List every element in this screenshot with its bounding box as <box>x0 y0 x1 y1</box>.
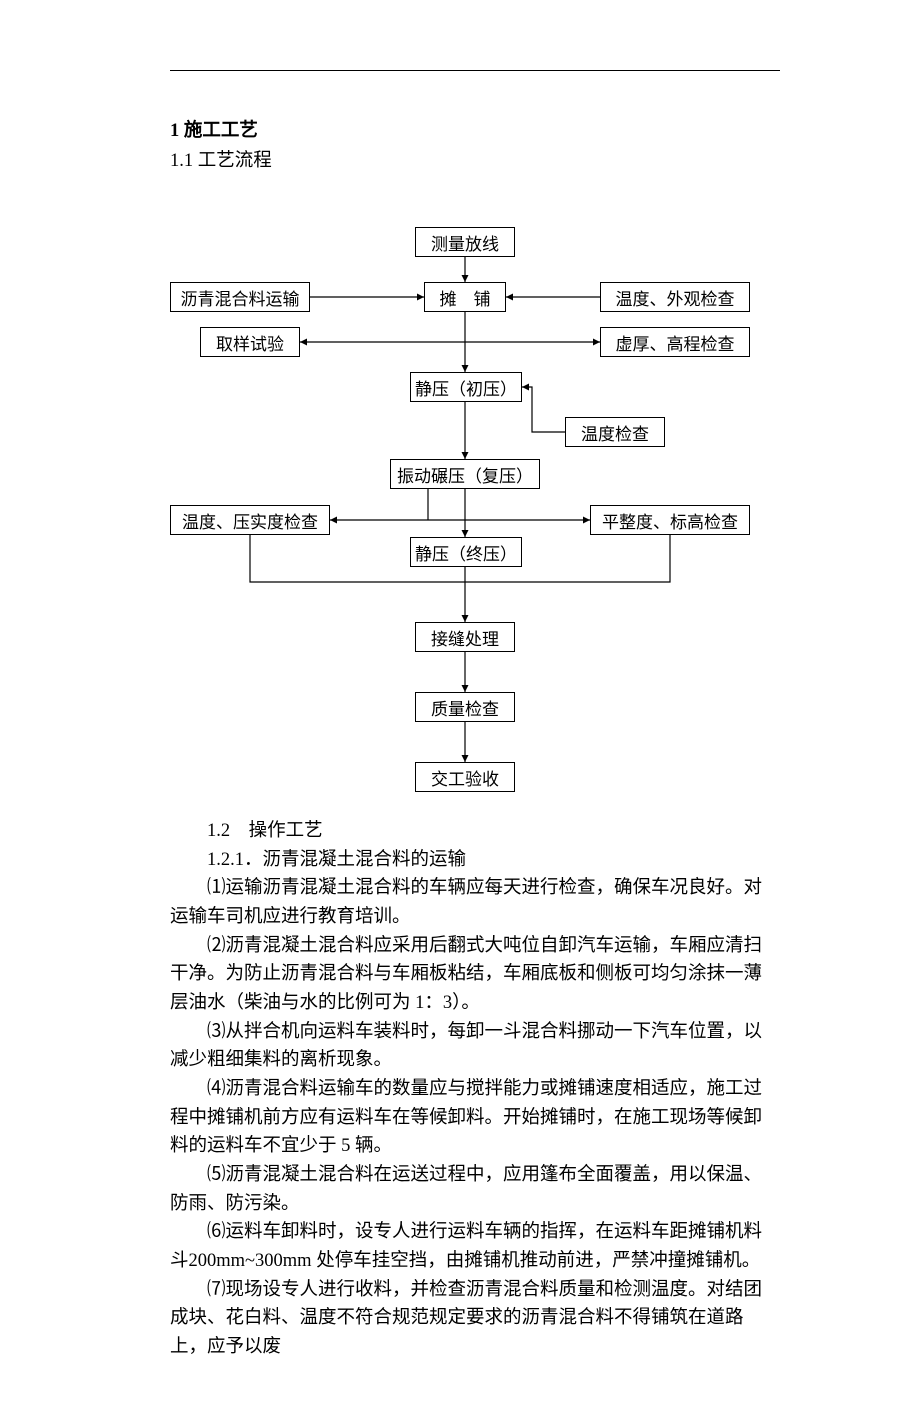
flow-node-measure: 测量放线 <box>415 227 515 257</box>
flow-node-thickness-elev: 虚厚、高程检查 <box>600 327 750 357</box>
heading-1: 1 施工工艺 <box>170 116 780 142</box>
heading-1-2-1: 1.2.1．沥青混凝土混合料的运输 <box>170 846 780 875</box>
flow-node-sample-test: 取样试验 <box>200 327 300 357</box>
paragraph-7: ⑺现场设专人进行收料，并检查沥青混合料质量和检测温度。对结团成块、花白料、温度不… <box>170 1276 780 1362</box>
paragraph-1: ⑴运输沥青混凝土混合料的车辆应每天进行检查，确保车况良好。对运输车司机应进行教育… <box>170 874 780 931</box>
horizontal-rule <box>170 70 780 71</box>
flow-node-vibration-roll: 振动碾压（复压） <box>390 459 540 489</box>
paragraph-3: ⑶从拌合机向运料车装料时，每卸一斗混合料挪动一下汽车位置，以减少粗细集料的离析现… <box>170 1018 780 1075</box>
flow-node-acceptance: 交工验收 <box>415 762 515 792</box>
paragraph-2: ⑵沥青混凝土混合料应采用后翻式大吨位自卸汽车运输，车厢应清扫干净。为防止沥青混合… <box>170 932 780 1018</box>
flow-node-temp-compact: 温度、压实度检查 <box>170 505 330 535</box>
heading-1-1: 1.1 工艺流程 <box>170 146 780 172</box>
flow-node-initial-roll: 静压（初压） <box>410 372 522 402</box>
flow-node-joint: 接缝处理 <box>415 622 515 652</box>
paragraph-6: ⑹运料车卸料时，设专人进行运料车辆的指挥，在运料车距摊铺机料斗200mm~300… <box>170 1218 780 1275</box>
paragraph-5: ⑸沥青混凝土混合料在运送过程中，应用篷布全面覆盖，用以保温、防雨、防污染。 <box>170 1161 780 1218</box>
paragraph-4: ⑷沥青混合料运输车的数量应与搅拌能力或摊铺速度相适应，施工过程中摊铺机前方应有运… <box>170 1075 780 1161</box>
flow-node-paving: 摊 铺 <box>424 282 506 312</box>
body-text: 1.2 操作工艺 1.2.1．沥青混凝土混合料的运输 ⑴运输沥青混凝土混合料的车… <box>170 817 780 1362</box>
flow-node-quality: 质量检查 <box>415 692 515 722</box>
flow-node-final-roll: 静压（终压） <box>410 537 522 567</box>
flow-node-transport: 沥青混合料运输 <box>170 282 310 312</box>
flow-node-flatness-elev: 平整度、标高检查 <box>590 505 750 535</box>
process-flowchart: 测量放线 沥青混合料运输 摊 铺 温度、外观检查 取样试验 虚厚、高程检查 静压… <box>170 227 780 807</box>
flow-node-temp-check: 温度检查 <box>565 417 665 447</box>
flow-node-temp-appearance: 温度、外观检查 <box>600 282 750 312</box>
heading-1-2: 1.2 操作工艺 <box>170 817 780 846</box>
